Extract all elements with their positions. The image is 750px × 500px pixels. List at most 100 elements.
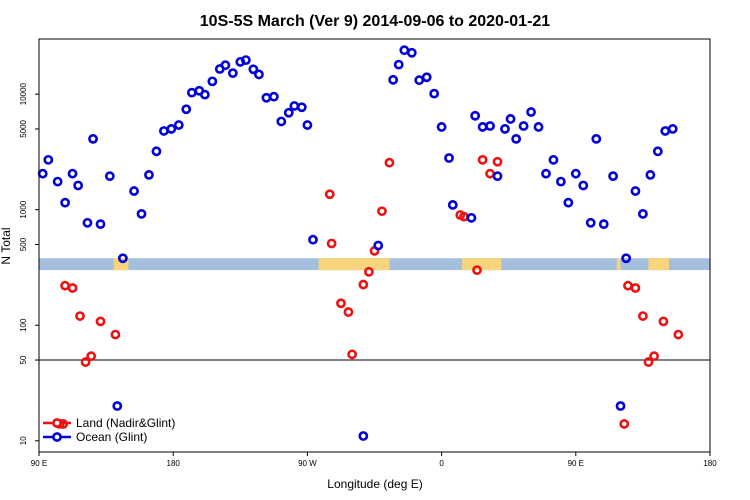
data-point	[548, 154, 559, 165]
data-point	[336, 298, 346, 309]
x-axis: 90 E 180 90 W 0 90 E 180	[31, 452, 717, 468]
x-tick-label: 180	[703, 459, 717, 468]
data-point	[82, 217, 93, 228]
plot-area	[38, 38, 711, 453]
data-point	[358, 279, 369, 290]
data-point	[660, 126, 671, 136]
legend-swatch-marker	[52, 432, 62, 442]
data-point	[444, 153, 454, 163]
data-point	[630, 283, 641, 293]
data-point	[630, 186, 641, 196]
data-point	[296, 102, 307, 113]
legend-label: Ocean (Glint)	[76, 430, 147, 444]
data-point	[485, 168, 495, 179]
data-point	[129, 186, 139, 196]
data-point	[67, 283, 78, 293]
data-point	[421, 72, 432, 83]
y-tick-label: 5000	[19, 119, 28, 137]
data-point	[88, 133, 98, 144]
data-point	[104, 171, 115, 182]
data-point	[500, 124, 510, 134]
data-point	[377, 206, 387, 217]
data-point	[623, 280, 633, 291]
data-point	[199, 89, 210, 100]
data-point	[645, 170, 656, 180]
data-point	[60, 280, 70, 291]
data-point	[207, 76, 218, 87]
data-point	[110, 329, 121, 340]
land-segment	[648, 258, 669, 271]
data-point	[95, 316, 106, 327]
y-tick-label: 100	[19, 318, 28, 332]
data-point	[73, 180, 84, 191]
data-point	[347, 349, 358, 360]
data-point	[638, 208, 648, 219]
data-point	[436, 122, 447, 132]
data-point	[136, 208, 147, 219]
data-point	[186, 87, 197, 98]
y-tick-label: 500	[19, 237, 28, 251]
data-point	[326, 238, 337, 249]
land-segment	[113, 258, 129, 271]
x-tick-label: 180	[167, 459, 181, 468]
data-point	[95, 219, 106, 230]
data-point	[541, 168, 551, 179]
data-point	[615, 401, 626, 411]
y-axis-label: N Total	[0, 227, 13, 264]
data-point	[667, 124, 678, 134]
data-point	[393, 59, 404, 70]
data-point	[254, 69, 264, 80]
data-point	[492, 171, 503, 182]
data-point	[117, 253, 128, 264]
data-point	[652, 146, 663, 157]
data-point	[240, 55, 251, 66]
y-tick-label: 50	[19, 355, 28, 364]
data-point	[112, 401, 123, 411]
data-point	[80, 357, 91, 367]
data-point	[477, 154, 488, 165]
data-point	[578, 180, 589, 191]
data-point	[570, 168, 581, 179]
land-segment	[318, 258, 390, 271]
data-point	[302, 120, 313, 130]
data-point	[358, 431, 369, 441]
data-point	[373, 240, 384, 251]
y-axis: 10 50 100 500 1000 5000 10000	[19, 82, 39, 445]
data-point	[406, 47, 417, 58]
data-point	[158, 126, 169, 136]
x-tick-label: 90 E	[568, 459, 584, 468]
data-point	[220, 60, 231, 71]
data-point	[608, 171, 618, 182]
data-point	[227, 68, 238, 79]
data-point	[591, 133, 602, 144]
data-point	[466, 212, 477, 223]
data-point	[505, 114, 516, 124]
data-point	[144, 170, 154, 180]
data-point	[638, 311, 648, 321]
data-point	[621, 253, 632, 264]
data-point	[151, 146, 162, 157]
data-point	[399, 45, 410, 56]
data-point	[477, 122, 488, 132]
data-point	[649, 351, 659, 362]
data-points	[37, 45, 684, 441]
legend-swatch-marker	[52, 418, 62, 428]
data-point	[673, 329, 684, 340]
data-point	[166, 124, 177, 134]
land-segment	[462, 258, 502, 271]
data-point	[384, 157, 395, 168]
data-point	[276, 116, 287, 127]
data-point	[37, 168, 48, 179]
data-point	[470, 110, 481, 121]
data-point	[173, 120, 184, 130]
data-point	[388, 74, 399, 85]
x-tick-label: 90 W	[298, 459, 317, 468]
legend: Land (Nadir&Glint)Ocean (Glint)	[43, 416, 175, 444]
data-point	[555, 176, 566, 187]
data-point	[447, 200, 458, 210]
data-point	[43, 154, 54, 165]
data-point	[52, 176, 63, 187]
data-point	[429, 88, 440, 99]
data-point	[485, 121, 495, 131]
